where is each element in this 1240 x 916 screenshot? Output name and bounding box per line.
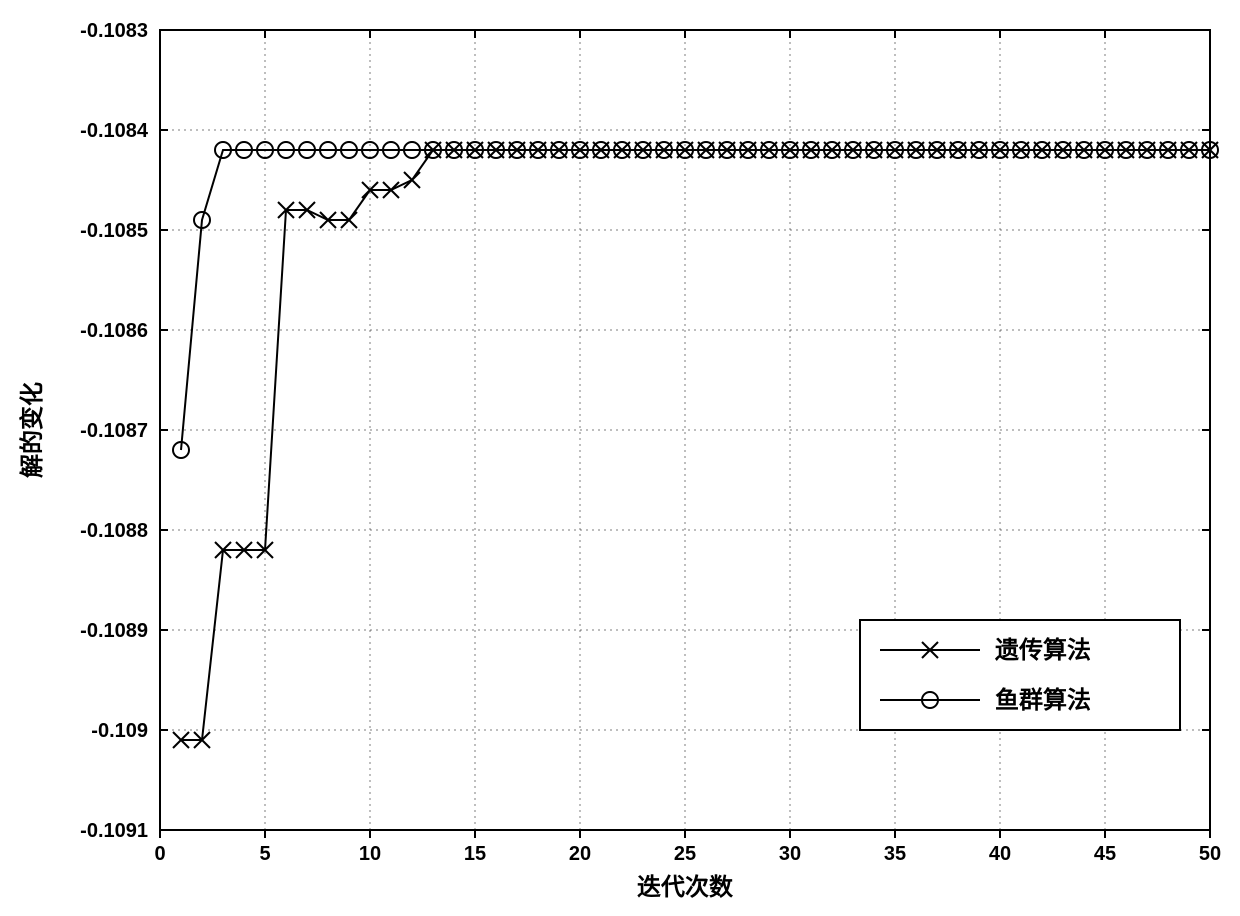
x-tick-label: 20 (569, 843, 591, 865)
chart-container: 0 5 10 15 20 25 30 35 40 45 50 -0.1091 -0.109 -0.1089… (0, 0, 1240, 916)
y-tick-label: -0.1083 (80, 20, 148, 42)
y-axis-label: 解的变化 (18, 382, 46, 478)
y-tick-label: -0.1088 (80, 520, 148, 542)
y-tick-label: -0.1084 (80, 120, 149, 142)
x-axis-label: 迭代次数 (637, 874, 734, 901)
legend: 遗传算法鱼群算法 (860, 620, 1180, 730)
x-tick-label: 50 (1199, 843, 1221, 865)
y-tick-label: -0.1085 (80, 220, 148, 242)
x-tick-label: 45 (1094, 843, 1116, 865)
x-tick-label: 15 (464, 843, 486, 865)
convergence-chart: 0 5 10 15 20 25 30 35 40 45 50 -0.1091 -0.109 -0.1089… (0, 0, 1240, 916)
x-tick-label: 10 (359, 843, 381, 865)
x-tick-label: 35 (884, 843, 906, 865)
x-tick-label: 30 (779, 843, 801, 865)
x-tick-label: 0 (154, 843, 165, 865)
y-tick-label: -0.1087 (80, 420, 148, 442)
y-tick-label: -0.1089 (80, 620, 148, 642)
legend-label: 遗传算法 (994, 636, 1091, 664)
x-tick-label: 5 (259, 843, 270, 865)
y-tick-label: -0.109 (91, 720, 148, 742)
legend-label: 鱼群算法 (995, 686, 1091, 714)
x-tick-label: 25 (674, 843, 696, 865)
x-tick-label: 40 (989, 843, 1011, 865)
y-tick-label: -0.1086 (80, 320, 148, 342)
y-tick-label: -0.1091 (80, 820, 148, 842)
